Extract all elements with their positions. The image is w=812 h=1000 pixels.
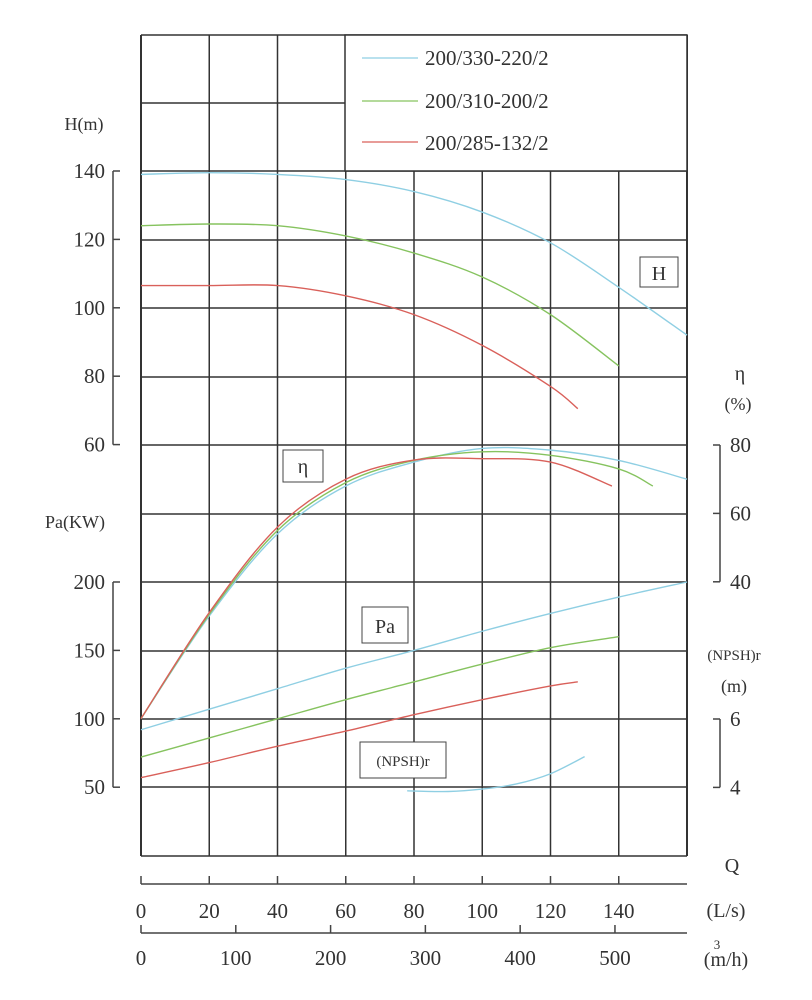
- x-axis-unit-m3h-base: (m/h): [704, 949, 748, 971]
- npsh-axis-title: (NPSH)r: [707, 648, 760, 664]
- h-label-box: [639, 256, 679, 288]
- h-tick-label: 60: [84, 433, 105, 457]
- pa-label-box: [361, 606, 409, 644]
- x-tick-label-ls: 100: [467, 899, 499, 923]
- curve-pa-1: [140, 636, 619, 758]
- x-tick-label-m3h: 400: [504, 946, 536, 970]
- x-axis-unit-ls: (L/s): [707, 900, 746, 922]
- grid: [140, 34, 688, 857]
- x-tick-label-ls: 40: [267, 899, 288, 923]
- x-tick-label-m3h: 100: [220, 946, 252, 970]
- curve-pa-0: [140, 581, 688, 731]
- eta-axis-title: η: [735, 363, 745, 385]
- x-tick-label-m3h: 0: [136, 946, 147, 970]
- x-tick-label-m3h: 300: [410, 946, 442, 970]
- curve-pa-2: [140, 681, 578, 779]
- eta-tick-label: 60: [730, 501, 751, 525]
- legend-label: 200/330-220/2: [425, 46, 549, 70]
- curve-labels: H η Pa (NPSH)r: [282, 256, 679, 779]
- npsh-tick-label: 6: [730, 707, 741, 731]
- eta-label: η: [298, 456, 308, 478]
- pa-tick-label: 50: [84, 775, 105, 799]
- x-axis-title: Q: [725, 855, 740, 877]
- curve-npsh-0: [407, 755, 585, 793]
- eta-axis-unit: (%): [725, 394, 752, 415]
- legend: 200/330-220/2 200/310-200/2 200/285-132/…: [344, 34, 688, 172]
- x-tick-label-ls: 20: [199, 899, 220, 923]
- legend-label: 200/285-132/2: [425, 131, 549, 155]
- curve-eta-2: [140, 457, 613, 719]
- x-axis-unit-m3h: (m/h): [704, 949, 748, 971]
- curve-h-2: [141, 284, 579, 410]
- x-tick-label-ls: 60: [335, 899, 356, 923]
- x-tick-label-m3h: 200: [315, 946, 347, 970]
- pa-tick-label: 150: [74, 638, 106, 662]
- h-label: H: [652, 263, 666, 285]
- x-tick-label-ls: 120: [535, 899, 567, 923]
- npsh-axis-unit: (m): [721, 676, 747, 697]
- x-tick-label-ls: 0: [136, 899, 147, 923]
- curve-h-0: [140, 172, 688, 336]
- x-tick-label-m3h: 500: [599, 946, 631, 970]
- curve-eta-1: [140, 450, 654, 719]
- legend-label: 200/310-200/2: [425, 89, 549, 113]
- h-tick-label: 120: [74, 227, 106, 251]
- npsh-tick-label: 4: [730, 775, 741, 799]
- curve-eta-0: [140, 446, 688, 719]
- eta-tick-label: 40: [730, 570, 751, 594]
- curves: [140, 172, 688, 793]
- h-tick-label: 80: [84, 364, 105, 388]
- pa-label: Pa: [375, 616, 395, 638]
- pa-axis-title: Pa(KW): [45, 512, 105, 533]
- x-tick-label-ls: 140: [603, 899, 635, 923]
- x-axis-unit-sup: 3: [714, 937, 721, 952]
- eta-tick-label: 80: [730, 433, 751, 457]
- h-axis-title: H(m): [65, 114, 104, 135]
- pa-tick-label: 200: [74, 570, 106, 594]
- eta-label-box: [282, 449, 324, 483]
- npsh-label-box: [359, 741, 447, 779]
- npsh-label: (NPSH)r: [376, 754, 429, 770]
- h-tick-label: 140: [74, 159, 106, 183]
- legend-box: [344, 34, 688, 172]
- x-tick-label-ls: 80: [404, 899, 425, 923]
- h-tick-label: 100: [74, 296, 106, 320]
- curve-h-1: [140, 223, 620, 367]
- pa-tick-label: 100: [74, 707, 106, 731]
